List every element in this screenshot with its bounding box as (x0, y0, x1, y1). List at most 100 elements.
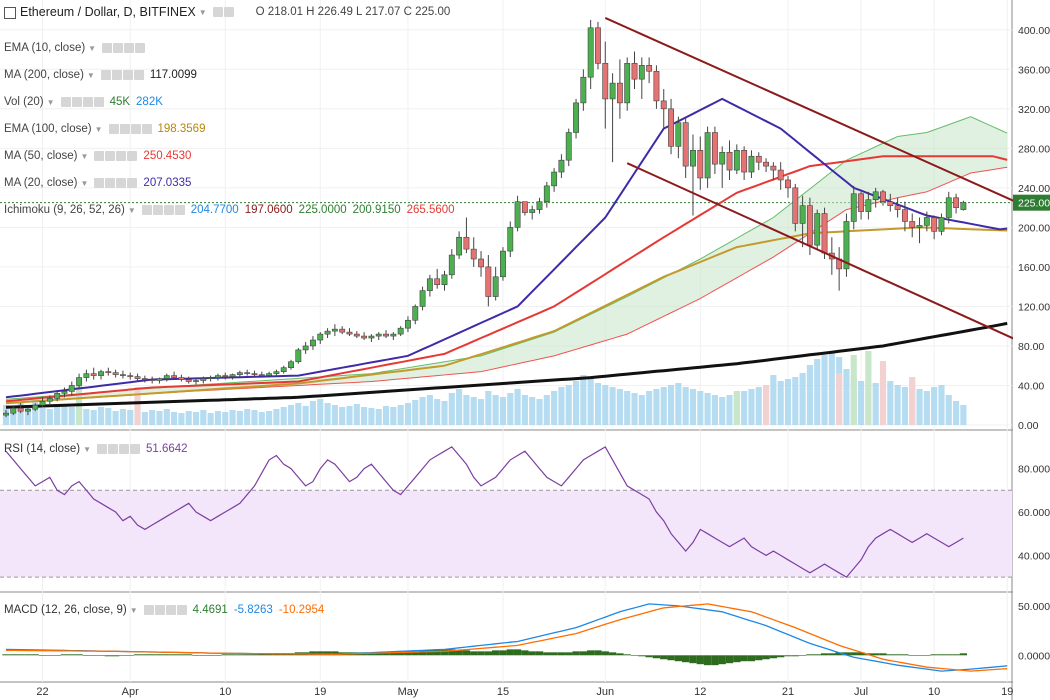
chevron-down-icon[interactable]: ▼ (127, 205, 136, 215)
time-tick-label: 19 (314, 686, 326, 698)
indicator-label[interactable]: MA (20, close) (4, 177, 78, 189)
candle-up (193, 380, 199, 382)
close-icon[interactable] (135, 43, 146, 53)
eye-icon[interactable] (94, 151, 105, 161)
close-icon[interactable] (129, 444, 140, 454)
add-icon[interactable] (118, 444, 129, 454)
macd-histogram-bar (872, 653, 880, 656)
macd-actions[interactable] (143, 605, 187, 615)
candle-down (127, 375, 134, 377)
chevron-down-icon[interactable]: ▼ (46, 97, 55, 107)
candle-up (748, 155, 755, 173)
symbol-title[interactable]: Ethereum / Dollar, D, BITFINEX (20, 5, 196, 19)
macd-histogram-bar (382, 653, 390, 656)
indicator-label[interactable]: MA (200, close) (4, 69, 84, 81)
macd-histogram-bar (9, 654, 17, 656)
eye-icon[interactable] (108, 124, 119, 134)
add-icon[interactable] (130, 124, 141, 134)
chevron-down-icon[interactable]: ▼ (80, 178, 89, 188)
chevron-down-icon[interactable]: ▼ (88, 43, 97, 53)
add-icon[interactable] (82, 97, 93, 107)
price-tick-label: 240.00 (1018, 183, 1050, 195)
eye-icon[interactable] (60, 97, 71, 107)
add-icon[interactable] (116, 151, 127, 161)
add-icon[interactable] (163, 205, 174, 215)
indicator-actions[interactable] (100, 70, 144, 80)
close-icon[interactable] (93, 97, 104, 107)
close-icon[interactable] (174, 205, 185, 215)
close-icon[interactable] (176, 605, 187, 615)
candle-down (792, 187, 799, 224)
add-icon[interactable] (165, 605, 176, 615)
macd-histogram-bar (652, 655, 661, 659)
volume-bar (61, 406, 68, 425)
volume-bar (434, 399, 441, 425)
collapse-icon[interactable] (4, 7, 16, 19)
chevron-down-icon[interactable]: ▼ (129, 605, 138, 615)
macd-histogram-bar (579, 651, 588, 656)
rsi-actions[interactable] (96, 444, 140, 454)
settings-icon[interactable] (154, 605, 165, 615)
close-icon[interactable] (133, 70, 144, 80)
eye-icon[interactable] (143, 605, 154, 615)
candle-up (923, 217, 930, 226)
rsi-tick-label: 40.0000 (1018, 550, 1050, 562)
eye-icon[interactable] (141, 205, 152, 215)
settings-icon[interactable] (107, 444, 118, 454)
indicator-label[interactable]: Vol (20) (4, 96, 44, 108)
chevron-down-icon[interactable]: ▼ (83, 444, 91, 454)
eye-icon[interactable] (102, 43, 113, 53)
close-icon[interactable] (141, 124, 152, 134)
candle-down (383, 333, 389, 337)
title-actions[interactable] (212, 7, 234, 17)
macd-histogram-bar (959, 653, 968, 656)
rsi-label[interactable]: RSI (14, close) (4, 443, 81, 455)
volume-bar (536, 399, 543, 425)
volume-bar (485, 391, 492, 425)
volume-bar (894, 385, 901, 425)
eye-icon[interactable] (100, 70, 111, 80)
chevron-down-icon[interactable]: ▼ (94, 124, 103, 134)
indicator-label[interactable]: Ichimoku (9, 26, 52, 26) (4, 204, 125, 216)
macd-label[interactable]: MACD (12, 26, close, 9) (4, 604, 127, 616)
volume-bar (302, 406, 309, 425)
settings-icon[interactable] (152, 205, 163, 215)
indicator-label[interactable]: EMA (10, close) (4, 42, 86, 54)
candle-down (821, 213, 828, 254)
indicator-actions[interactable] (60, 97, 104, 107)
macd-histogram-bar (879, 653, 887, 656)
close-icon[interactable] (127, 151, 138, 161)
volume-bar (565, 385, 572, 425)
eye-icon[interactable] (212, 7, 223, 17)
add-icon[interactable] (116, 178, 127, 188)
indicator-label[interactable]: MA (50, close) (4, 150, 78, 162)
chevron-down-icon[interactable]: ▼ (198, 7, 207, 17)
indicator-actions[interactable] (94, 178, 138, 188)
chevron-down-icon[interactable]: ▼ (80, 151, 89, 161)
chevron-down-icon[interactable]: ▼ (86, 70, 95, 80)
indicator-label[interactable]: EMA (100, close) (4, 123, 92, 135)
settings-icon[interactable] (71, 97, 82, 107)
eye-icon[interactable] (94, 178, 105, 188)
close-icon[interactable] (127, 178, 138, 188)
add-icon[interactable] (124, 43, 135, 53)
indicator-actions[interactable] (108, 124, 152, 134)
volume-bar (441, 401, 448, 425)
settings-icon[interactable] (113, 43, 124, 53)
settings-icon[interactable] (105, 178, 116, 188)
settings-icon[interactable] (105, 151, 116, 161)
settings-icon[interactable] (223, 7, 234, 17)
volume-spike-bar (850, 355, 857, 425)
indicator-actions[interactable] (102, 43, 146, 53)
volume-bar (419, 397, 426, 425)
price-tick-label: 200.00 (1018, 222, 1050, 234)
indicator-actions[interactable] (94, 151, 138, 161)
eye-icon[interactable] (96, 444, 107, 454)
volume-bar (675, 383, 682, 425)
volume-bar (616, 389, 623, 425)
settings-icon[interactable] (119, 124, 130, 134)
settings-icon[interactable] (111, 70, 122, 80)
add-icon[interactable] (122, 70, 133, 80)
indicator-actions[interactable] (141, 205, 185, 215)
